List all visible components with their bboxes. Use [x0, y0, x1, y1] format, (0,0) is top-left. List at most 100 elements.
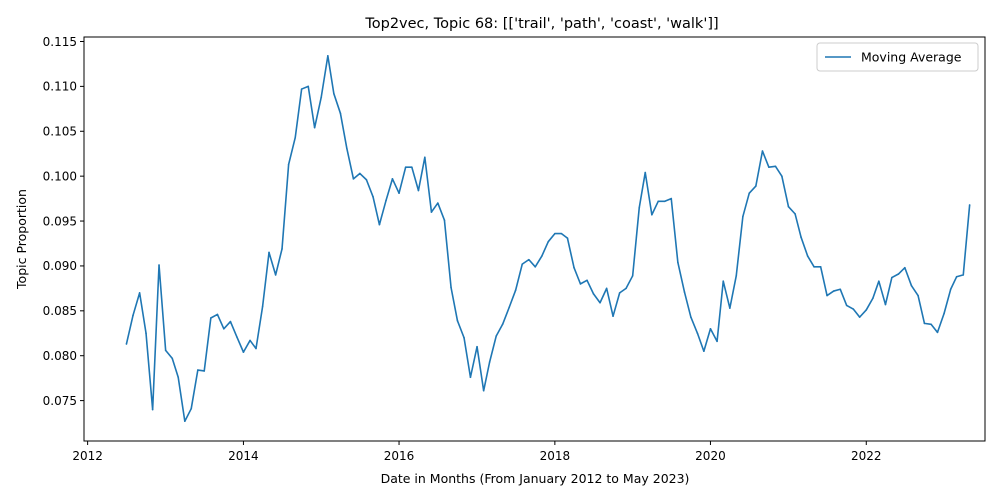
data-point	[599, 301, 601, 304]
plot-area	[83, 36, 986, 442]
data-point	[424, 156, 426, 159]
data-point	[592, 292, 595, 295]
y-tick-label: 0.115	[43, 35, 77, 49]
data-point	[774, 165, 777, 168]
data-point	[352, 178, 355, 180]
data-point	[729, 307, 731, 309]
data-point	[469, 376, 472, 379]
data-point	[391, 178, 394, 180]
plot-frame	[83, 36, 986, 442]
data-point	[229, 320, 232, 323]
data-point	[158, 264, 160, 266]
data-point	[683, 291, 686, 293]
data-point	[612, 315, 614, 318]
x-tick-label: 2022	[851, 449, 882, 463]
x-tick-label: 2018	[540, 449, 571, 463]
data-point	[132, 314, 134, 317]
data-point	[456, 319, 459, 322]
data-point	[742, 215, 744, 218]
data-point	[761, 150, 764, 152]
data-point	[579, 283, 582, 285]
data-point	[268, 251, 270, 254]
x-tick-label: 2014	[228, 449, 259, 463]
data-point	[930, 323, 932, 326]
data-point	[748, 192, 751, 195]
data-point	[411, 166, 413, 168]
data-point	[955, 275, 958, 278]
data-point	[430, 211, 433, 213]
data-point	[501, 323, 504, 326]
data-point	[281, 248, 283, 250]
y-tick-label: 0.105	[43, 125, 77, 139]
data-point	[709, 327, 712, 330]
data-point	[404, 166, 407, 168]
y-tick-label: 0.095	[43, 214, 77, 228]
data-point	[287, 163, 290, 166]
data-point	[800, 236, 802, 239]
y-tick-label: 0.075	[43, 394, 77, 408]
x-tick-label: 2016	[384, 449, 415, 463]
data-point	[891, 276, 893, 279]
x-tick-label: 2012	[72, 449, 103, 463]
data-point	[488, 361, 491, 363]
data-point	[274, 274, 277, 276]
data-point	[320, 96, 323, 98]
data-point	[177, 376, 180, 379]
data-point	[677, 261, 679, 264]
data-point	[151, 408, 154, 411]
data-point	[547, 240, 550, 243]
data-point	[300, 88, 303, 90]
data-point	[839, 288, 842, 291]
data-point	[904, 266, 906, 269]
data-point	[203, 370, 206, 372]
data-point	[125, 343, 128, 345]
data-point	[865, 309, 868, 311]
y-tick-label: 0.090	[43, 259, 77, 273]
y-tick-label: 0.085	[43, 304, 77, 318]
data-point	[605, 287, 608, 290]
data-point	[450, 286, 452, 289]
data-point	[398, 192, 400, 195]
data-point	[755, 185, 757, 187]
legend-label-moving-average: Moving Average	[861, 50, 962, 65]
data-point	[197, 369, 199, 371]
data-point	[962, 274, 965, 276]
data-point	[333, 92, 335, 95]
data-point	[936, 331, 939, 334]
data-point	[307, 85, 310, 88]
data-point	[832, 290, 835, 292]
data-point	[541, 255, 543, 257]
data-point	[703, 350, 705, 353]
data-point	[495, 335, 498, 337]
y-tick-label: 0.100	[43, 169, 77, 183]
data-point	[443, 219, 446, 221]
data-point	[917, 294, 919, 297]
data-point	[249, 339, 251, 342]
chart-title: Top2vec, Topic 68: [['trail', 'path', 'c…	[364, 16, 718, 32]
data-point	[858, 316, 861, 318]
data-point	[184, 420, 186, 423]
data-point	[145, 332, 147, 335]
data-point	[651, 213, 653, 216]
x-axis-label: Date in Months (From January 2012 to May…	[381, 471, 690, 486]
data-point	[294, 136, 297, 139]
data-point	[781, 175, 783, 177]
data-point	[819, 266, 822, 268]
series-layer	[125, 55, 971, 423]
data-point	[508, 306, 511, 309]
data-point	[787, 205, 790, 208]
data-point	[872, 297, 874, 300]
y-axis-label: Topic Proportion	[14, 189, 29, 290]
data-point	[644, 171, 647, 174]
data-point	[923, 322, 926, 325]
data-point	[372, 196, 374, 198]
data-point	[897, 273, 900, 275]
data-point	[878, 280, 880, 282]
data-point	[806, 255, 809, 257]
data-point	[696, 332, 699, 335]
data-point	[949, 288, 952, 291]
data-point	[417, 189, 420, 192]
data-point	[164, 349, 167, 352]
y-tick-label: 0.080	[43, 349, 77, 363]
